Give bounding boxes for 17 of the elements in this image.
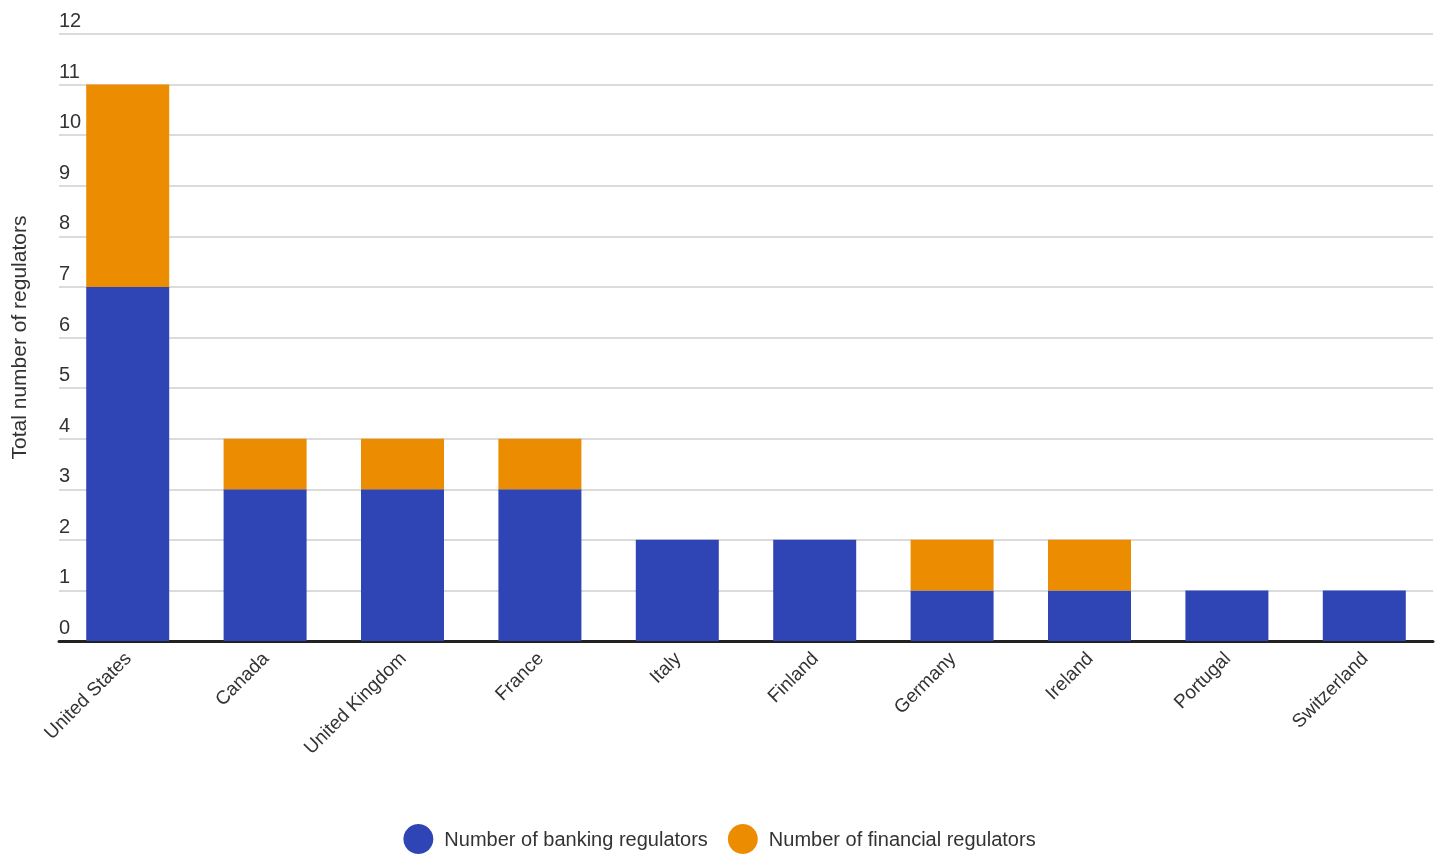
y-tick-label: 8 bbox=[59, 211, 71, 234]
y-tick-label: 7 bbox=[59, 261, 71, 284]
y-tick-label: 9 bbox=[59, 160, 71, 183]
y-tick-label: 11 bbox=[59, 59, 80, 82]
y-tick-label: 12 bbox=[59, 9, 82, 31]
x-tick-label: Italy bbox=[645, 647, 686, 688]
y-axis-title: Total number of regulators bbox=[7, 215, 30, 460]
legend-label: Number of financial regulators bbox=[768, 828, 1036, 850]
y-tick-label: 3 bbox=[59, 464, 71, 487]
y-tick-label: 0 bbox=[59, 616, 71, 638]
y-tick-label: 6 bbox=[59, 312, 71, 335]
legend-label: Number of banking regulators bbox=[444, 828, 708, 850]
y-tick-label: 2 bbox=[59, 514, 71, 537]
y-tick-label: 10 bbox=[59, 110, 82, 133]
y-tick-label: 1 bbox=[59, 565, 71, 588]
y-tick-label: 4 bbox=[59, 413, 71, 436]
y-tick-label: 5 bbox=[59, 363, 71, 386]
